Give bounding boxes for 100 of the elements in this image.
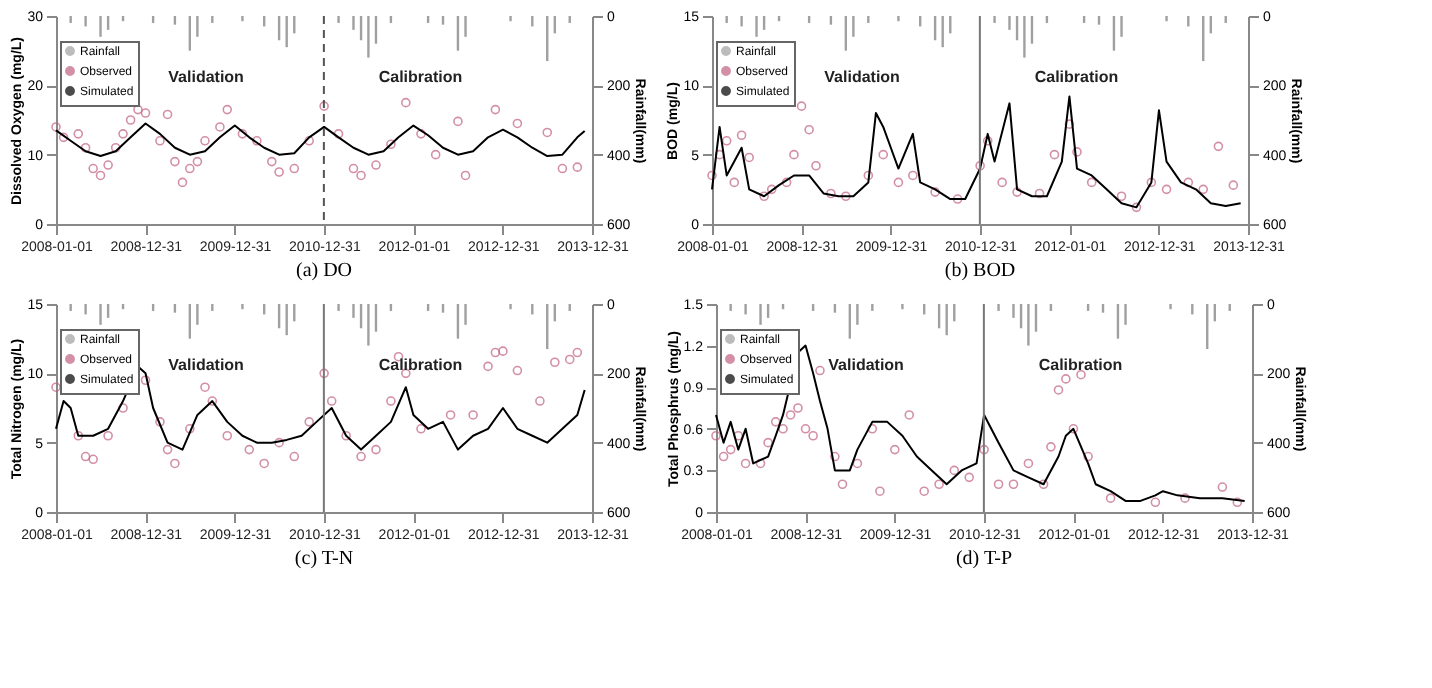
point (80, 451, 91, 462)
point (289, 163, 300, 174)
point (1046, 442, 1056, 452)
point (490, 104, 501, 115)
point (1146, 177, 1157, 188)
point (140, 108, 151, 118)
annotation: Validation (824, 68, 901, 87)
point (200, 382, 210, 392)
point (1072, 147, 1082, 157)
point (512, 118, 523, 129)
point (207, 396, 218, 406)
point (1161, 184, 1172, 195)
point (934, 479, 944, 490)
point (445, 410, 456, 420)
point (1228, 180, 1239, 190)
point (793, 403, 803, 413)
point (755, 458, 766, 469)
point (837, 479, 848, 490)
point (274, 437, 284, 448)
point (103, 160, 113, 170)
annotation: Calibration (378, 356, 463, 375)
point (498, 346, 508, 356)
point (852, 458, 863, 469)
point (826, 188, 836, 199)
point (1053, 385, 1064, 395)
point (952, 194, 963, 204)
point (997, 177, 1007, 188)
point (177, 177, 188, 188)
point (51, 382, 61, 392)
point (789, 149, 799, 160)
point (729, 177, 740, 188)
point (778, 424, 788, 434)
point (1232, 497, 1243, 508)
point (266, 156, 277, 167)
annotation: Validation (168, 356, 245, 375)
point (572, 162, 583, 172)
point (1068, 424, 1079, 434)
point (259, 458, 269, 469)
point (550, 357, 560, 368)
point (904, 410, 915, 420)
point (222, 430, 233, 441)
point (919, 486, 929, 496)
point (893, 177, 904, 188)
point (572, 347, 583, 358)
point (993, 479, 1004, 490)
point (875, 486, 885, 496)
point (140, 375, 151, 386)
point (386, 139, 396, 150)
point (770, 417, 781, 427)
point (490, 347, 501, 358)
point (244, 444, 255, 455)
point (468, 410, 478, 420)
point (341, 430, 351, 441)
point (155, 417, 165, 427)
point (319, 101, 329, 111)
point (348, 163, 359, 174)
point (975, 160, 985, 171)
point (1008, 479, 1019, 490)
point (1217, 482, 1228, 492)
point (744, 152, 754, 163)
point (483, 361, 493, 372)
point (200, 136, 210, 146)
point (796, 101, 807, 111)
point (867, 424, 878, 434)
text: (a) DO (295, 260, 353, 282)
point (512, 365, 523, 376)
point (1131, 202, 1142, 213)
annotation: Calibration (378, 68, 463, 87)
point (170, 458, 180, 469)
text: (b) BOD (944, 260, 1016, 282)
point (785, 410, 796, 420)
point (88, 454, 98, 465)
point (707, 170, 717, 181)
point (237, 129, 248, 139)
line-series (715, 344, 1246, 502)
point (763, 437, 773, 448)
point (564, 354, 575, 365)
point (1105, 493, 1116, 503)
point (1049, 149, 1060, 160)
annotation: Validation (168, 68, 245, 87)
point (1116, 191, 1127, 202)
point (725, 444, 736, 455)
point (1061, 374, 1071, 384)
point (185, 424, 195, 434)
point (252, 136, 262, 146)
annotation: Calibration (1038, 356, 1123, 375)
point (714, 149, 725, 160)
point (326, 396, 337, 406)
point (215, 122, 225, 132)
point (103, 430, 113, 441)
point (542, 127, 553, 138)
point (289, 451, 300, 462)
annotation: Validation (828, 356, 905, 375)
point (1083, 451, 1093, 462)
point (964, 472, 974, 483)
point (808, 430, 818, 441)
point (133, 104, 143, 115)
annotation: Calibration (1034, 68, 1119, 87)
point (979, 444, 989, 455)
point (811, 160, 821, 171)
